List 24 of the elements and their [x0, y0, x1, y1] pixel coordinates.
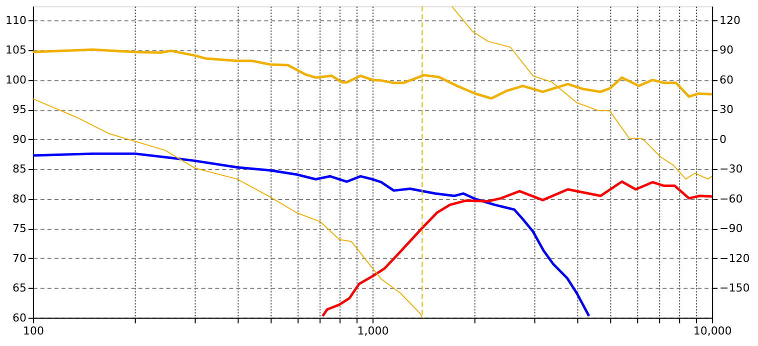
y2-tick-label: −120 [720, 252, 750, 265]
y2-tick-label: −90 [720, 222, 743, 236]
y-tick-label: 85 [12, 162, 26, 176]
y-tick-label: 80 [12, 192, 26, 206]
y2-tick-label: −30 [720, 162, 743, 176]
x-tick-label: 1,000 [357, 324, 389, 338]
y2-tick-label: 60 [720, 73, 734, 86]
y2-tick-label: 120 [720, 14, 741, 27]
y-tick-label: 60 [12, 311, 26, 324]
y2-tick-label: 90 [720, 44, 734, 57]
y2-tick-label: −150 [720, 282, 750, 295]
y-tick-label: 100 [6, 73, 26, 86]
x-tick-label: 100 [22, 324, 44, 338]
y2-tick-label: 0 [720, 132, 727, 146]
y-tick-label: 110 [6, 14, 26, 27]
x-tick-label: 10,000 [693, 324, 732, 338]
y2-tick-label: −60 [720, 192, 743, 206]
y-tick-label: 95 [12, 103, 26, 116]
y2-tick-label: 30 [720, 103, 734, 116]
y-tick-label: 70 [12, 252, 26, 265]
y-tick-label: 90 [12, 132, 26, 146]
y-tick-label: 65 [12, 282, 26, 295]
y-tick-label: 105 [6, 44, 26, 57]
y-tick-label: 75 [12, 222, 26, 236]
